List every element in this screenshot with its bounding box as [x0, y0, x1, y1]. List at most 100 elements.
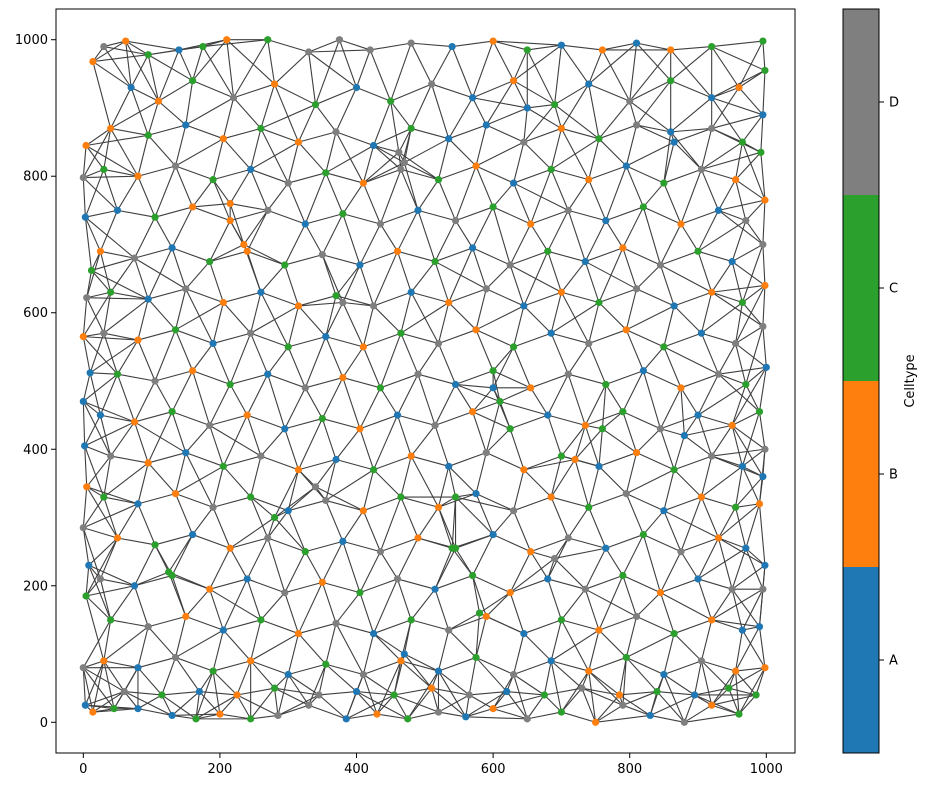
scatter-point — [134, 705, 142, 713]
graph-edge — [554, 104, 600, 140]
graph-edge — [550, 169, 569, 211]
graph-edge — [287, 674, 310, 706]
scatter-point — [407, 616, 415, 624]
graph-edge — [298, 131, 337, 143]
graph-edge — [267, 373, 306, 389]
graph-edge — [417, 343, 439, 375]
graph-edge — [598, 465, 627, 495]
graph-edge — [195, 713, 221, 720]
graph-edge — [88, 565, 112, 621]
scatter-point — [714, 534, 723, 542]
graph-edge — [342, 213, 381, 225]
graph-edge — [335, 264, 361, 297]
graph-edge — [130, 54, 149, 88]
graph-edge — [308, 39, 340, 53]
graph-edge — [396, 414, 412, 457]
graph-edge — [209, 547, 231, 590]
scatter-point — [127, 83, 135, 92]
scatter-point — [339, 298, 347, 307]
graph-edge — [472, 400, 501, 413]
scatter-point — [281, 425, 289, 433]
graph-edge — [601, 384, 607, 429]
scatter-point — [731, 667, 740, 675]
graph-edge — [530, 537, 569, 553]
graph-edge — [448, 124, 487, 140]
graph-edge — [588, 302, 600, 344]
scatter-point — [206, 585, 214, 593]
scatter-point — [714, 206, 723, 214]
graph-edge — [506, 691, 528, 720]
graph-edge — [110, 257, 135, 293]
x-tick-label: 600 — [481, 762, 506, 777]
graph-edge — [209, 425, 224, 467]
graph-edge — [680, 387, 699, 416]
graph-edge — [700, 169, 720, 211]
graph-edge — [711, 670, 737, 706]
graph-edge — [560, 44, 590, 85]
graph-edge — [379, 169, 402, 225]
graph-edge — [485, 428, 511, 454]
graph-edge — [103, 626, 149, 662]
graph-edge — [659, 264, 675, 307]
graph-edge — [356, 691, 395, 696]
graph-edge — [700, 455, 713, 498]
x-tick-label: 0 — [79, 762, 87, 777]
graph-edge — [543, 660, 552, 696]
graph-edge — [684, 713, 740, 723]
graph-edge — [486, 107, 528, 126]
graph-edge — [622, 411, 638, 453]
graph-edge — [89, 372, 101, 416]
graph-edge — [680, 169, 702, 225]
scatter-point — [168, 711, 176, 720]
graph-edge — [622, 657, 627, 706]
graph-edge — [588, 670, 620, 696]
graph-edge — [711, 448, 766, 457]
graph-edge — [404, 653, 439, 672]
graph-edge — [305, 540, 344, 553]
graph-edge — [588, 83, 600, 139]
graph-edge — [82, 496, 105, 529]
graph-edge — [523, 455, 562, 471]
graph-edge — [643, 534, 682, 553]
scatter-point — [332, 292, 340, 300]
scatter-point — [434, 708, 443, 716]
graph-edge — [400, 496, 419, 539]
graph-edge — [745, 199, 766, 221]
graph-edge — [626, 165, 665, 184]
graph-edge — [735, 285, 766, 344]
scatter-point — [557, 41, 566, 49]
scatter-point — [318, 414, 326, 423]
graph-edge — [448, 612, 480, 631]
graph-edge — [731, 220, 747, 262]
graph-edge — [625, 616, 638, 658]
graph-edge — [618, 657, 627, 696]
scatter-point — [728, 421, 736, 429]
scatter-point — [759, 322, 767, 330]
scatter-point — [708, 701, 716, 709]
scatter-point — [158, 691, 166, 699]
graph-edge — [673, 305, 702, 334]
graph-edge — [362, 510, 381, 552]
graph-edge — [605, 384, 624, 413]
graph-edge — [738, 69, 766, 88]
graph-edge — [636, 615, 675, 635]
graph-edge — [485, 80, 515, 126]
graph-edge — [335, 428, 361, 460]
graph-edge — [584, 384, 607, 426]
graph-edge — [397, 250, 436, 263]
graph-edge — [636, 42, 671, 51]
graph-edge — [568, 209, 606, 222]
graph-edge — [185, 452, 224, 467]
graph-edge — [509, 551, 532, 593]
graph-edge — [298, 295, 337, 307]
graph-edge — [116, 503, 139, 539]
graph-edge — [82, 336, 91, 373]
scatter-point — [755, 408, 764, 416]
graph-edge — [492, 370, 531, 389]
graph-edge — [82, 401, 112, 457]
scatter-point — [451, 380, 460, 389]
graph-edge — [103, 333, 118, 375]
scatter-point — [677, 384, 685, 392]
graph-edge — [202, 39, 227, 48]
graph-edge — [250, 332, 289, 348]
